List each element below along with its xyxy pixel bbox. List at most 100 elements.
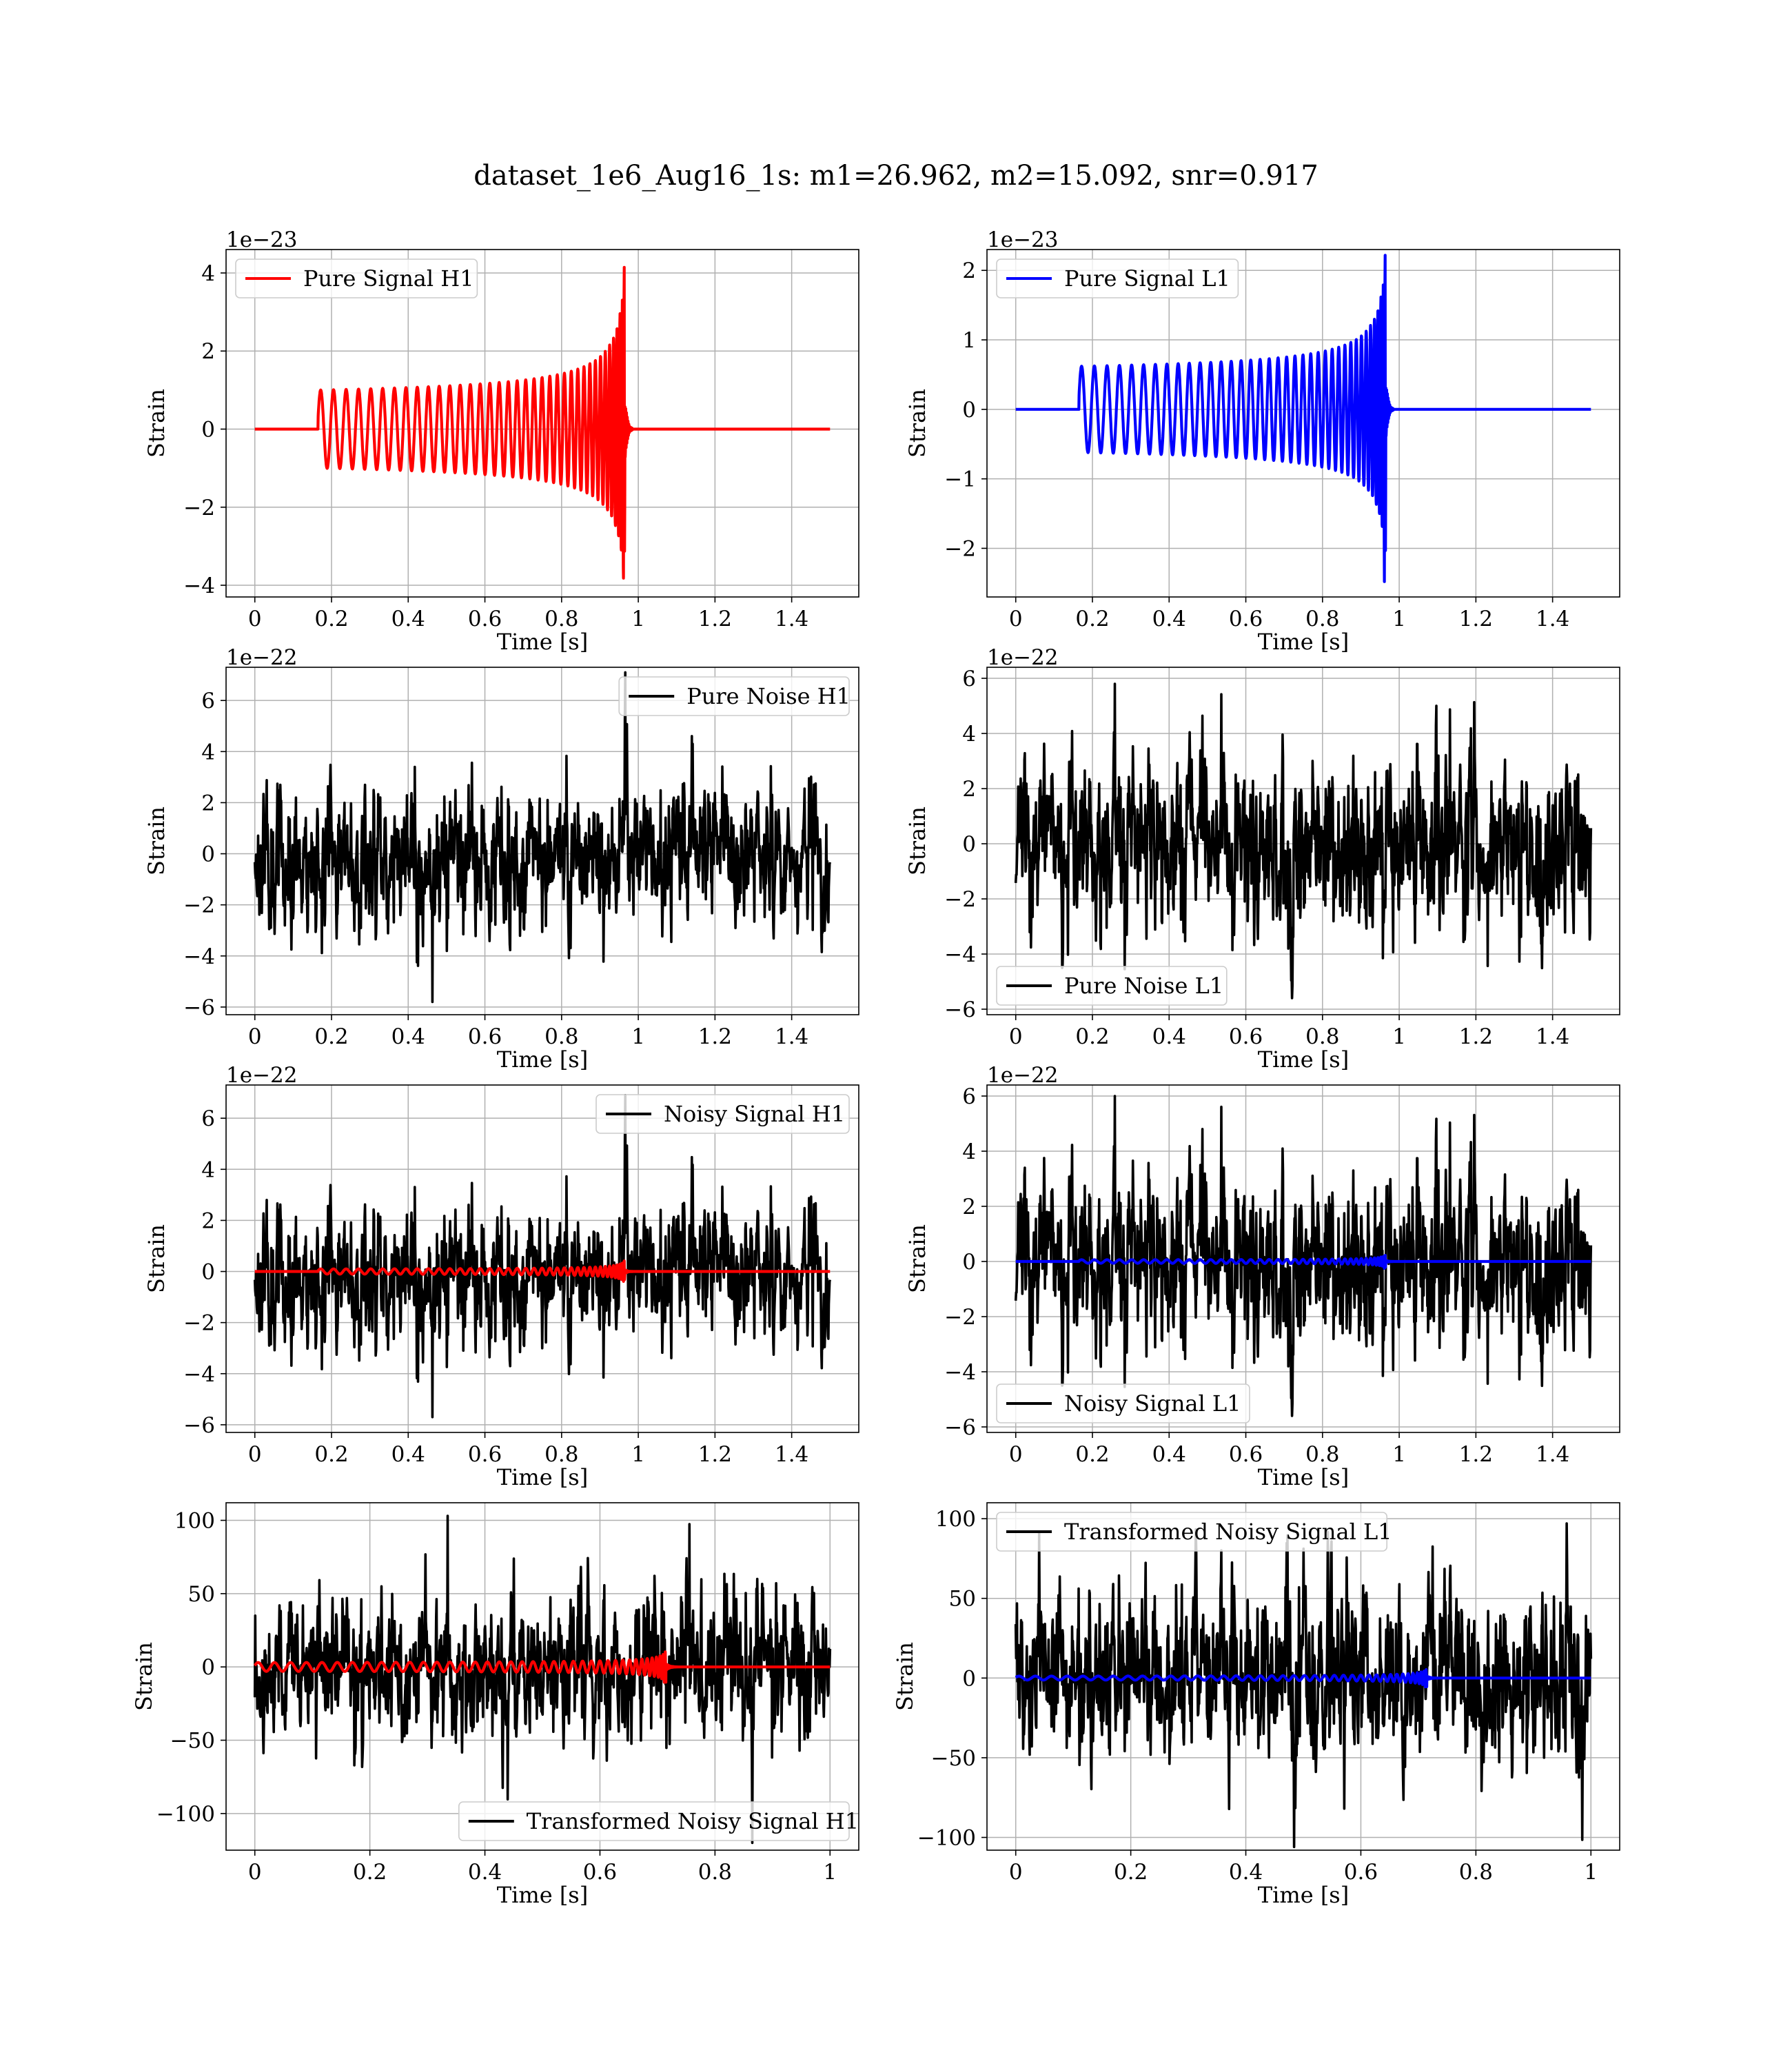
- y-axis-label: Strain: [904, 1224, 930, 1293]
- x-tick-label: 0.2: [314, 1024, 348, 1049]
- legend: Pure Noise L1: [996, 966, 1228, 1006]
- x-tick-label: 0.6: [1229, 1442, 1263, 1467]
- noise-series-line: [253, 671, 832, 1004]
- plot-area: [1014, 1522, 1593, 1849]
- x-axis-label: Time [s]: [497, 1046, 588, 1073]
- signal-series-line: [253, 265, 832, 580]
- legend-label: Transformed Noisy Signal L1: [1064, 1519, 1392, 1545]
- x-axis-label: Time [s]: [1258, 1046, 1349, 1073]
- y-tick-label: 0: [962, 398, 976, 423]
- plot-area: [253, 265, 832, 580]
- y-tick-label: −50: [170, 1729, 215, 1754]
- y-tick-label: 0: [962, 832, 976, 857]
- y-tick-label: 50: [188, 1582, 215, 1607]
- axes-frame: [986, 667, 1620, 1015]
- x-tick-label: 0.6: [1229, 1024, 1263, 1049]
- plot-area: [1014, 254, 1593, 583]
- x-tick-label: 1: [631, 607, 645, 631]
- noise-series-line: [1014, 1522, 1593, 1849]
- x-tick-label: 1.2: [1459, 1024, 1493, 1049]
- noise-series-line: [253, 1094, 832, 1419]
- legend: Pure Noise H1: [618, 676, 851, 716]
- axis-offset-text: 1e−23: [226, 227, 298, 252]
- y-tick-label: 4: [201, 1157, 215, 1182]
- legend-box: [458, 1801, 850, 1841]
- y-axis-label: Strain: [904, 807, 930, 875]
- x-tick-label: 0.6: [1344, 1860, 1378, 1885]
- x-tick-label: 1.2: [698, 607, 732, 631]
- x-tick-label: 0.2: [314, 1442, 348, 1467]
- y-tick-label: 0: [201, 1260, 215, 1285]
- x-tick-label: 1.4: [1536, 1024, 1569, 1049]
- x-tick-label: 1.2: [698, 1442, 732, 1467]
- x-tick-label: 1.4: [1536, 1442, 1569, 1467]
- y-tick-label: 6: [962, 667, 976, 691]
- x-tick-label: 0.2: [314, 607, 348, 631]
- y-tick-label: 50: [949, 1587, 976, 1612]
- x-tick-label: 0: [248, 1024, 262, 1049]
- x-tick-label: 0: [1009, 1024, 1023, 1049]
- y-tick-label: 2: [201, 791, 215, 815]
- y-tick-label: 2: [962, 258, 976, 283]
- y-tick-label: −50: [931, 1746, 976, 1771]
- y-tick-label: 2: [201, 339, 215, 364]
- signal-series-line: [253, 1650, 832, 1684]
- x-tick-label: 0: [248, 607, 262, 631]
- x-tick-label: 0.4: [391, 1442, 425, 1467]
- axes-frame: [225, 1084, 859, 1433]
- plot-area: [1014, 682, 1593, 1000]
- legend-label: Pure Signal L1: [1064, 265, 1230, 292]
- y-tick-label: 4: [201, 261, 215, 286]
- y-tick-label: 6: [962, 1084, 976, 1109]
- x-tick-label: 0: [1009, 1442, 1023, 1467]
- legend: Pure Signal H1: [235, 258, 478, 298]
- x-tick-label: 1: [1584, 1860, 1598, 1885]
- y-tick-label: 0: [201, 1655, 215, 1680]
- x-tick-label: 0.8: [544, 1442, 578, 1467]
- y-tick-label: −4: [183, 574, 215, 598]
- legend-label: Pure Noise H1: [686, 683, 851, 709]
- x-tick-label: 0.4: [1229, 1860, 1263, 1885]
- plot-area: [253, 671, 832, 1004]
- x-tick-label: 0.4: [1152, 1024, 1186, 1049]
- x-tick-label: 1: [823, 1860, 837, 1885]
- legend: Transformed Noisy Signal L1: [996, 1512, 1392, 1552]
- x-tick-label: 0: [1009, 1860, 1023, 1885]
- axes-frame: [986, 249, 1620, 598]
- noise-series-line: [1014, 1095, 1593, 1417]
- x-tick-label: 0: [248, 1860, 262, 1885]
- x-tick-label: 0.4: [391, 1024, 425, 1049]
- x-axis-label: Time [s]: [497, 1882, 588, 1908]
- signal-series-line: [1014, 1254, 1593, 1270]
- legend-box: [996, 1512, 1388, 1552]
- x-tick-label: 1: [631, 1442, 645, 1467]
- y-axis-label: Strain: [131, 1642, 157, 1711]
- axes-frame: [986, 1502, 1620, 1851]
- y-tick-label: −2: [944, 1305, 976, 1330]
- legend-label: Transformed Noisy Signal H1: [527, 1808, 859, 1834]
- y-tick-label: −2: [183, 1311, 215, 1336]
- subplot-8: 0 0.2 0.4 0.6 0.8 1 −100 −50 0 50 100 Time [s] Strai…: [892, 1502, 1620, 1908]
- axes-frame: [225, 667, 859, 1015]
- y-tick-label: −6: [944, 997, 976, 1022]
- x-tick-label: 0: [248, 1442, 262, 1467]
- noise-series-line: [253, 1514, 832, 1845]
- subplot-3: 0 0.2 0.4 0.6 0.8 1 1.2 1.4 −6 −4 −2 0 2 4 6 Time [s] St…: [143, 645, 859, 1073]
- legend-label: Pure Signal H1: [303, 265, 474, 292]
- y-tick-label: 100: [174, 1509, 215, 1534]
- x-tick-label: 1: [631, 1024, 645, 1049]
- x-axis-label: Time [s]: [497, 1464, 588, 1490]
- y-tick-label: 0: [962, 1250, 976, 1275]
- legend: Noisy Signal L1: [996, 1383, 1250, 1423]
- y-tick-label: 2: [201, 1208, 215, 1233]
- y-tick-label: 4: [962, 722, 976, 747]
- y-tick-label: 2: [962, 777, 976, 802]
- y-tick-label: −100: [917, 1826, 976, 1851]
- y-tick-label: 6: [201, 1106, 215, 1131]
- y-tick-label: −4: [183, 1362, 215, 1387]
- y-tick-label: 100: [935, 1507, 976, 1532]
- y-tick-label: 2: [962, 1195, 976, 1219]
- x-tick-label: 0.8: [1305, 1442, 1339, 1467]
- y-tick-label: −4: [944, 942, 976, 967]
